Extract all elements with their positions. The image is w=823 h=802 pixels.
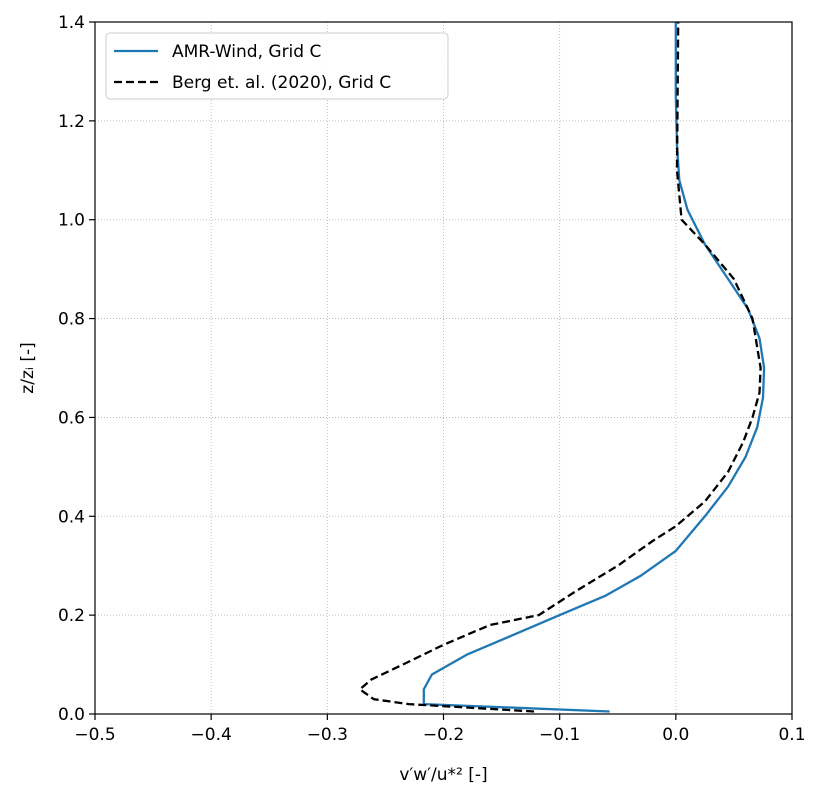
y-tick-label: 0.6	[58, 408, 85, 428]
grid-layer	[94, 21, 793, 715]
tick-layer: −0.5 −0.4 −0.3 −0.2 −0.1 0.0 0.1 0.0 0.2 0.4 0.6 0.…	[58, 13, 806, 745]
legend-box	[105, 32, 449, 100]
x-axis-label: v′w′/u*² [-]	[399, 765, 487, 785]
x-tick-label: −0.1	[539, 725, 580, 745]
legend-label-0: AMR-Wind, Grid C	[172, 42, 321, 62]
x-tick-label: −0.3	[307, 725, 348, 745]
x-tick-label: −0.5	[74, 725, 115, 745]
y-tick-label: 0.8	[58, 310, 85, 330]
y-tick-label: 0.0	[58, 705, 85, 725]
series-line-0	[422, 22, 766, 713]
x-tick-label: 0.1	[778, 725, 805, 745]
y-tick-label: 1.4	[58, 13, 85, 33]
x-tick-label: −0.4	[191, 725, 232, 745]
series-line-1	[358, 21, 762, 713]
x-tick-label: 0.0	[662, 725, 689, 745]
y-axis-label: z/zᵢ [-]	[18, 342, 38, 393]
y-tick-label: 1.0	[58, 211, 85, 231]
x-tick-label: −0.2	[423, 725, 464, 745]
y-tick-label: 0.4	[58, 507, 85, 527]
legend-label-1: Berg et. al. (2020), Grid C	[172, 73, 391, 93]
series-layer	[358, 21, 766, 713]
legend: AMR-Wind, Grid C Berg et. al. (2020), Gri…	[105, 32, 449, 100]
y-tick-label: 0.2	[58, 606, 85, 626]
y-tick-label: 1.2	[58, 112, 85, 132]
